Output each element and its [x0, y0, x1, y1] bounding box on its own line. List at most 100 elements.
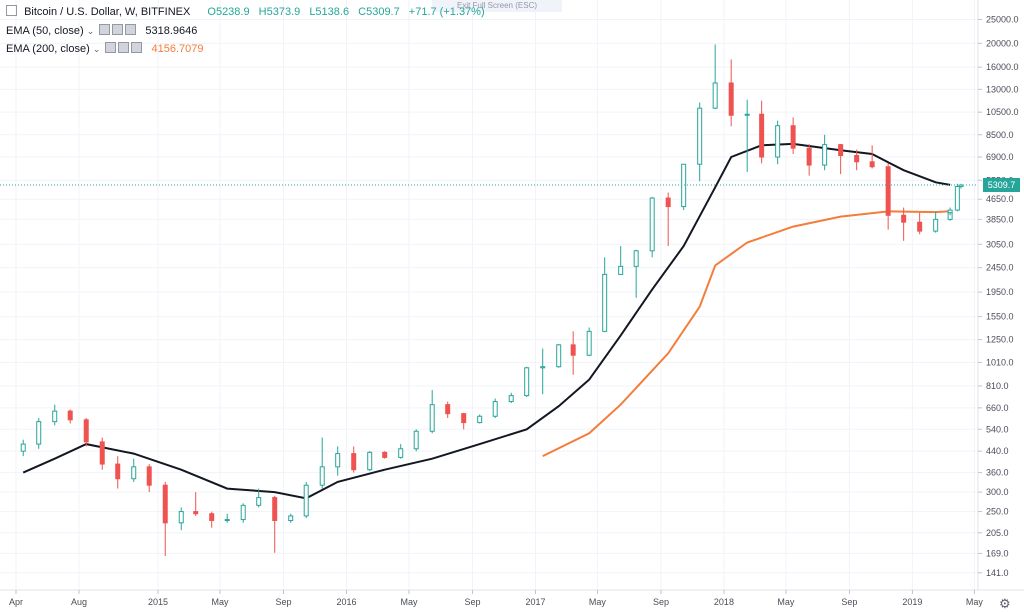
eye-icon[interactable]: [105, 42, 117, 53]
symbol-legend[interactable]: Bitcoin / U.S. Dollar, W, BITFINEX O5238…: [6, 5, 485, 19]
y-tick-label: 360.0: [986, 468, 1009, 478]
ema200-label: EMA (200, close): [6, 43, 90, 55]
candle-body: [178, 511, 184, 524]
candle-body: [115, 463, 121, 480]
candle-body: [570, 344, 576, 356]
candle-body: [556, 344, 562, 368]
ema200-value: 4156.7079: [151, 43, 204, 55]
candle-body: [398, 448, 404, 458]
y-tick-label: 1950.0: [986, 287, 1014, 297]
ema50-label: EMA (50, close): [6, 25, 84, 37]
grid: [0, 0, 978, 590]
chevron-down-icon[interactable]: ⌄: [86, 26, 95, 36]
candle-body: [633, 250, 639, 267]
candle-body: [854, 155, 860, 163]
y-tick-label: 3050.0: [986, 239, 1014, 249]
candle-body: [445, 404, 451, 415]
candle-body: [131, 466, 137, 480]
candle-body: [954, 185, 960, 211]
candle-body: [429, 404, 435, 432]
y-tick-label: 16000.0: [986, 62, 1019, 72]
candle-body: [524, 367, 530, 397]
candle-body: [869, 161, 875, 168]
candle-body: [759, 113, 765, 158]
y-tick-label: 4650.0: [986, 194, 1014, 204]
candle-body: [681, 163, 687, 208]
candle-body: [477, 415, 483, 424]
y-tick-label: 10500.0: [986, 107, 1019, 117]
candle-body: [240, 504, 246, 521]
ema200-line: [542, 210, 951, 457]
candle-body: [461, 413, 467, 424]
candle-body: [224, 519, 230, 522]
candle-body: [790, 125, 796, 149]
close-icon[interactable]: [131, 42, 143, 53]
x-tick-label: May: [777, 597, 795, 607]
x-tick-label: May: [589, 597, 607, 607]
candle-body: [256, 497, 262, 506]
chevron-down-icon[interactable]: ⌄: [92, 44, 101, 54]
exit-full-screen-button[interactable]: Exit Full Screen (ESC): [432, 0, 562, 12]
x-tick-label: 2015: [148, 597, 168, 607]
settings-icon[interactable]: [118, 42, 130, 53]
close-icon[interactable]: [125, 24, 137, 35]
candle-body: [319, 466, 325, 486]
candle-body: [303, 484, 309, 517]
series-path: [542, 210, 951, 457]
y-axis-band: [978, 0, 1024, 612]
candle-body: [602, 273, 608, 332]
y-tick-label: 250.0: [986, 507, 1009, 517]
candle-body: [99, 441, 105, 465]
y-tick-label: 540.0: [986, 424, 1009, 434]
x-tick-label: 2017: [525, 597, 545, 607]
candle-body: [540, 366, 546, 369]
x-tick-label: Apr: [9, 597, 23, 607]
candle-body: [508, 395, 514, 403]
x-tick-label: May: [966, 597, 984, 607]
y-tick-label: 300.0: [986, 487, 1009, 497]
x-tick-label: 2016: [336, 597, 356, 607]
candle-body: [933, 218, 939, 232]
candle-body: [838, 144, 844, 157]
candle-body: [775, 125, 781, 158]
x-tick-label: 2018: [714, 597, 734, 607]
x-tick-label: Sep: [653, 597, 669, 607]
ema200-legend[interactable]: EMA (200, close) ⌄ 4156.7079: [6, 42, 204, 56]
candle-body: [20, 443, 26, 452]
ema50-legend[interactable]: EMA (50, close) ⌄ 5318.9646: [6, 24, 197, 38]
candle-body: [382, 451, 388, 458]
candle-body: [744, 113, 750, 116]
collapse-icon[interactable]: [6, 5, 17, 16]
eye-icon[interactable]: [99, 24, 111, 35]
candle-body: [885, 166, 891, 216]
x-tick-label: May: [400, 597, 418, 607]
candle-body: [162, 484, 168, 524]
candle-body: [822, 144, 828, 166]
ema50-value: 5318.9646: [145, 25, 198, 37]
y-tick-label: 8500.0: [986, 130, 1014, 140]
ohlc-change: +71.7 (+1.37%): [408, 6, 485, 18]
last-price-tag: 5309.7: [983, 178, 1020, 193]
x-tick-label: Sep: [841, 597, 857, 607]
y-tick-label: 810.0: [986, 381, 1009, 391]
candle-body: [492, 401, 498, 417]
y-tick-label: 25000.0: [986, 14, 1019, 24]
candle-body: [209, 513, 215, 521]
y-tick-label: 1250.0: [986, 335, 1014, 345]
candle-body: [288, 515, 294, 521]
x-axis[interactable]: Apr Aug 2015 May Sep 2016 May Sep 2017 May Sep 2018…: [0, 589, 1024, 607]
x-tick-label: Sep: [275, 597, 291, 607]
gear-icon[interactable]: ⚙: [999, 596, 1011, 611]
candle-body: [335, 453, 341, 468]
y-axis[interactable]: 25000.0 20000.0 16000.0 13000.0 10500.0 8500.…: [977, 0, 1024, 612]
candle-body: [146, 466, 152, 486]
candle-body: [36, 421, 42, 445]
candle-body: [728, 82, 734, 116]
candle-body: [52, 410, 58, 423]
settings-icon[interactable]: [112, 24, 124, 35]
ohlc-high: H5373.9: [258, 6, 301, 18]
candle-body: [351, 453, 357, 471]
candle-body: [806, 147, 812, 166]
symbol-label: Bitcoin / U.S. Dollar, W, BITFINEX: [24, 6, 191, 18]
